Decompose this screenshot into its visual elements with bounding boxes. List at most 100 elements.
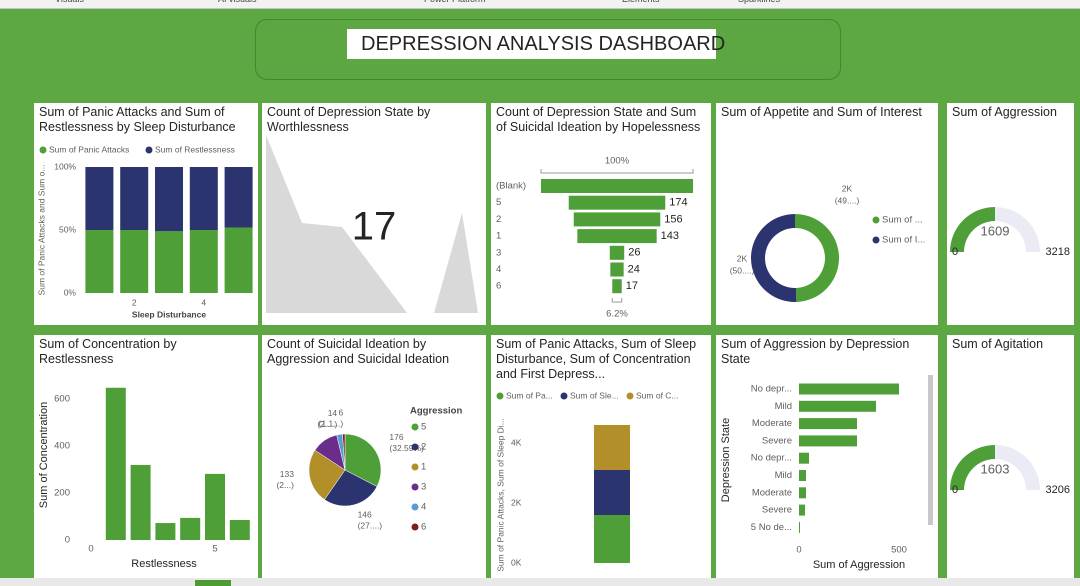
y-tick-label: 200 bbox=[54, 487, 70, 498]
x-tick-label: 4 bbox=[201, 297, 206, 307]
data-label: 146 bbox=[358, 510, 372, 520]
x-axis-label: Sleep Disturbance bbox=[132, 309, 206, 319]
chart-title: Sum of Panic Attacks and Sum of Restless… bbox=[39, 105, 236, 134]
y-tick-label: 0 bbox=[65, 535, 70, 546]
category-label: Mild bbox=[775, 401, 792, 412]
pie-slice bbox=[308, 449, 346, 500]
legend-label: 6 bbox=[421, 522, 426, 533]
donut-slice bbox=[751, 214, 797, 302]
gauge-fill bbox=[950, 207, 995, 252]
chart-canvas: No depr... Mild Moderate Severe No depr... Mi… bbox=[720, 375, 933, 571]
chart-canvas: 17 bbox=[266, 135, 478, 313]
bar-segment bbox=[189, 230, 218, 293]
legend-marker bbox=[411, 523, 419, 531]
bar-segment bbox=[594, 470, 630, 515]
chart-canvas: 100% (Blank) 5 174 2 156 1 143 3 26 4 24 6 17 6.2% bbox=[496, 156, 694, 320]
data-label: 156 bbox=[664, 213, 682, 225]
y-tick-label: 4K bbox=[511, 437, 522, 447]
data-label: 6 bbox=[338, 407, 343, 417]
chart-panel: 0% 50% 100% 2 4 Sum of Panic Attacks Sum of Re… bbox=[34, 103, 258, 325]
legend-label: Sum of Panic Attacks bbox=[49, 144, 129, 154]
legend-label: Sum of Restlessness bbox=[155, 144, 235, 154]
legend-title: Aggression bbox=[410, 406, 462, 417]
bar bbox=[799, 435, 857, 447]
chart-panel: 176 (32.59%) 5 146 (27....) 2 133 (2...) 1 3 14 (2.… bbox=[262, 335, 486, 578]
chart-panel: No depr... Mild Moderate Severe No depr... Mi… bbox=[716, 335, 938, 578]
x-axis-label: Restlessness bbox=[131, 558, 197, 570]
y-axis-label: Depression State bbox=[720, 418, 732, 502]
funnel-bar bbox=[573, 212, 661, 227]
bracket bbox=[540, 169, 694, 174]
y-tick-label: 2K bbox=[511, 497, 522, 507]
pie-slice bbox=[344, 433, 382, 487]
legend-marker bbox=[411, 483, 419, 491]
category-label: 2 bbox=[496, 214, 501, 225]
chart-title: Sum of Concentration by Restlessness bbox=[39, 337, 177, 366]
category-label: 5 No de... bbox=[751, 522, 792, 533]
pie-slice bbox=[342, 433, 346, 471]
x-tick-label: 2 bbox=[132, 297, 137, 307]
bar-segment bbox=[594, 425, 630, 470]
chart-canvas: 1609 0 3218 bbox=[950, 207, 1070, 258]
background-shape bbox=[266, 135, 478, 313]
funnel-bar bbox=[577, 229, 657, 244]
y-axis-label: Sum of Panic Attacks and Sum o... bbox=[36, 165, 46, 296]
legend-marker bbox=[872, 216, 880, 224]
legend-marker bbox=[872, 236, 880, 244]
bar bbox=[130, 464, 151, 540]
chart-panel: 2K (49....) Sum of ... 2K (50....) Sum of I..… bbox=[716, 103, 938, 325]
percent-label: (27....) bbox=[358, 521, 383, 531]
legend-marker bbox=[411, 503, 419, 511]
bar bbox=[155, 523, 176, 540]
data-label: 17 bbox=[626, 280, 638, 292]
legend-label: 5 bbox=[421, 422, 426, 433]
y-axis-label: Sum of Concentration bbox=[38, 402, 50, 508]
chart-title: Sum of Appetite and Sum of Interest bbox=[721, 105, 922, 119]
scrollbar bbox=[928, 375, 933, 525]
category-label: (Blank) bbox=[496, 181, 526, 192]
funnel-bar bbox=[610, 262, 624, 277]
legend-marker bbox=[496, 392, 504, 400]
chart-panel: 0 200 400 600 0 5 Sum of Concentration Restless… bbox=[34, 335, 258, 578]
legend-label: 3 bbox=[421, 482, 426, 493]
bar bbox=[205, 473, 225, 540]
funnel-bar bbox=[609, 245, 625, 260]
legend-label: Sum of C... bbox=[636, 390, 679, 400]
ribbon-tab: Visuals bbox=[55, 0, 84, 4]
bar-segment bbox=[189, 167, 218, 230]
data-label: 176 bbox=[389, 432, 403, 442]
y-tick-label: 0K bbox=[511, 557, 522, 567]
chart-panel: 1603 0 3206 Sum of Agitation bbox=[947, 335, 1074, 578]
bar bbox=[105, 387, 126, 540]
y-tick-label: 100% bbox=[54, 161, 76, 171]
category-label: 1 bbox=[496, 231, 501, 242]
y-axis-label: Sum of Panic Attacks, Sum of Sleep Di... bbox=[495, 418, 505, 572]
data-label: 143 bbox=[661, 230, 679, 242]
data-label: 2K bbox=[737, 253, 748, 263]
percent-label: 6.2% bbox=[606, 309, 628, 320]
x-tick-label: 500 bbox=[891, 545, 907, 556]
funnel-bar bbox=[612, 279, 622, 294]
x-axis-label: Sum of Aggression bbox=[813, 559, 905, 571]
bar-segment bbox=[85, 230, 114, 293]
chart-canvas: 0K 2K 4K Sum of Pa... Sum of Sle... Sum of C.… bbox=[495, 390, 679, 572]
legend-marker bbox=[145, 146, 153, 154]
percent-label: (32.59%) bbox=[389, 443, 424, 453]
x-tick-label: 0 bbox=[796, 545, 801, 556]
legend-marker bbox=[560, 392, 568, 400]
bar bbox=[799, 521, 800, 533]
category-label: Severe bbox=[762, 435, 792, 446]
percent-label: (49....) bbox=[835, 195, 860, 205]
x-tick-label: 0 bbox=[88, 544, 93, 555]
gauge-fill bbox=[950, 445, 995, 490]
chart-title: Sum of Aggression by Depression State bbox=[721, 337, 910, 366]
category-label: Moderate bbox=[752, 418, 792, 429]
donut-slice bbox=[795, 214, 840, 302]
category-label: Mild bbox=[775, 470, 792, 481]
data-label: 2K bbox=[842, 183, 853, 193]
category-label: 6 bbox=[496, 281, 501, 292]
legend-label: Sum of Pa... bbox=[506, 390, 553, 400]
category-label: 3 bbox=[496, 247, 501, 258]
gauge-value: 1609 bbox=[981, 223, 1010, 238]
